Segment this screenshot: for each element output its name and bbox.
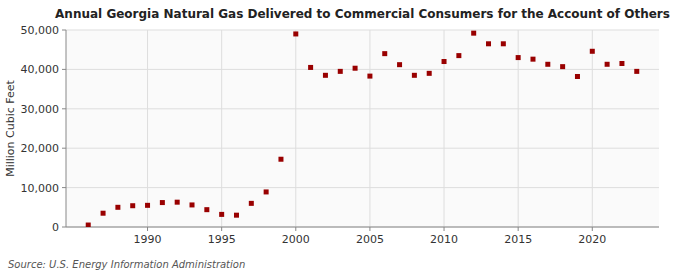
tick-label-y: 30,000 xyxy=(21,103,60,116)
tick-label-y: 10,000 xyxy=(21,182,60,195)
point xyxy=(442,59,447,64)
grid-line-y xyxy=(66,227,659,228)
point xyxy=(486,41,491,46)
point xyxy=(634,69,639,74)
tick-label-x: 2010 xyxy=(430,233,458,246)
point xyxy=(101,211,106,216)
point xyxy=(323,73,328,78)
tick-x xyxy=(369,227,370,231)
grid-line-x xyxy=(147,30,148,227)
tick-label-x: 2000 xyxy=(282,233,310,246)
grid-line-y xyxy=(66,69,659,70)
source: Source: U.S. Energy Information Administ… xyxy=(8,259,245,270)
point xyxy=(204,207,209,212)
point xyxy=(219,212,224,217)
point xyxy=(545,62,550,67)
x-axis-line xyxy=(66,227,659,228)
tick-y xyxy=(62,108,66,109)
tick-label-x: 2015 xyxy=(504,233,532,246)
tick-y xyxy=(62,227,66,228)
point xyxy=(367,74,372,79)
point xyxy=(530,57,535,62)
point xyxy=(501,41,506,46)
point xyxy=(397,62,402,67)
grid-line-y xyxy=(66,148,659,149)
tick-y xyxy=(62,148,66,149)
point xyxy=(575,74,580,79)
point xyxy=(234,213,239,218)
tick-label-x: 1990 xyxy=(134,233,162,246)
tick-x xyxy=(147,227,148,231)
point xyxy=(86,223,91,227)
point xyxy=(427,71,432,76)
grid-line-x xyxy=(295,30,296,227)
chart: 0 10,000 20,000 30,000 40,000 50,000 1990 1995 2… xyxy=(0,0,675,275)
grid-line-y xyxy=(66,108,659,109)
title: Annual Georgia Natural Gas Delivered to … xyxy=(55,7,670,21)
point xyxy=(471,31,476,36)
point xyxy=(145,203,150,208)
tick-label-x: 1995 xyxy=(208,233,236,246)
tick-x xyxy=(444,227,445,231)
point xyxy=(190,202,195,207)
tick-y xyxy=(62,69,66,70)
point xyxy=(293,31,298,36)
y-axis-label: Million Cubic Feet xyxy=(4,79,17,176)
grid-line-y xyxy=(66,187,659,188)
point xyxy=(560,64,565,69)
point xyxy=(412,73,417,78)
point xyxy=(130,203,135,208)
tick-y xyxy=(62,187,66,188)
grid-line-x xyxy=(221,30,222,227)
point xyxy=(382,51,387,56)
point xyxy=(308,65,313,70)
point xyxy=(516,55,521,60)
grid-line-x xyxy=(369,30,370,227)
point xyxy=(115,205,120,210)
points xyxy=(86,31,640,227)
grid xyxy=(66,30,659,227)
tick-y xyxy=(62,30,66,31)
point xyxy=(590,49,595,54)
axes: 0 10,000 20,000 30,000 40,000 50,000 1990 1995 2… xyxy=(21,24,660,246)
tick-label-y: 20,000 xyxy=(21,142,60,155)
tick-x xyxy=(518,227,519,231)
tick-label-y: 50,000 xyxy=(21,24,60,37)
tick-x xyxy=(221,227,222,231)
tick-x xyxy=(295,227,296,231)
tick-label-y: 0 xyxy=(52,221,59,234)
point xyxy=(160,200,165,205)
tick-label-x: 2020 xyxy=(578,233,606,246)
point xyxy=(175,200,180,205)
point xyxy=(619,61,624,66)
point xyxy=(338,69,343,74)
point xyxy=(264,189,269,194)
point xyxy=(249,201,254,206)
point xyxy=(353,66,358,71)
grid-line-x xyxy=(592,30,593,227)
grid-line-y xyxy=(66,30,659,31)
y-axis-line xyxy=(66,30,67,227)
plot-area xyxy=(66,30,659,227)
point xyxy=(278,157,283,162)
tick-x xyxy=(592,227,593,231)
point xyxy=(456,53,461,58)
tick-label-x: 2005 xyxy=(356,233,384,246)
tick-label-y: 40,000 xyxy=(21,63,60,76)
point xyxy=(605,62,610,67)
